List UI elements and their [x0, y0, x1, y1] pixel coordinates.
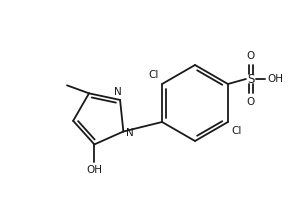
Text: N: N — [126, 128, 134, 137]
Text: O: O — [247, 51, 255, 61]
Text: O: O — [247, 97, 255, 107]
Text: Cl: Cl — [231, 126, 241, 136]
Text: OH: OH — [86, 165, 103, 175]
Text: S: S — [247, 72, 254, 86]
Text: OH: OH — [267, 74, 283, 84]
Text: N: N — [114, 87, 122, 97]
Text: Cl: Cl — [149, 70, 159, 80]
